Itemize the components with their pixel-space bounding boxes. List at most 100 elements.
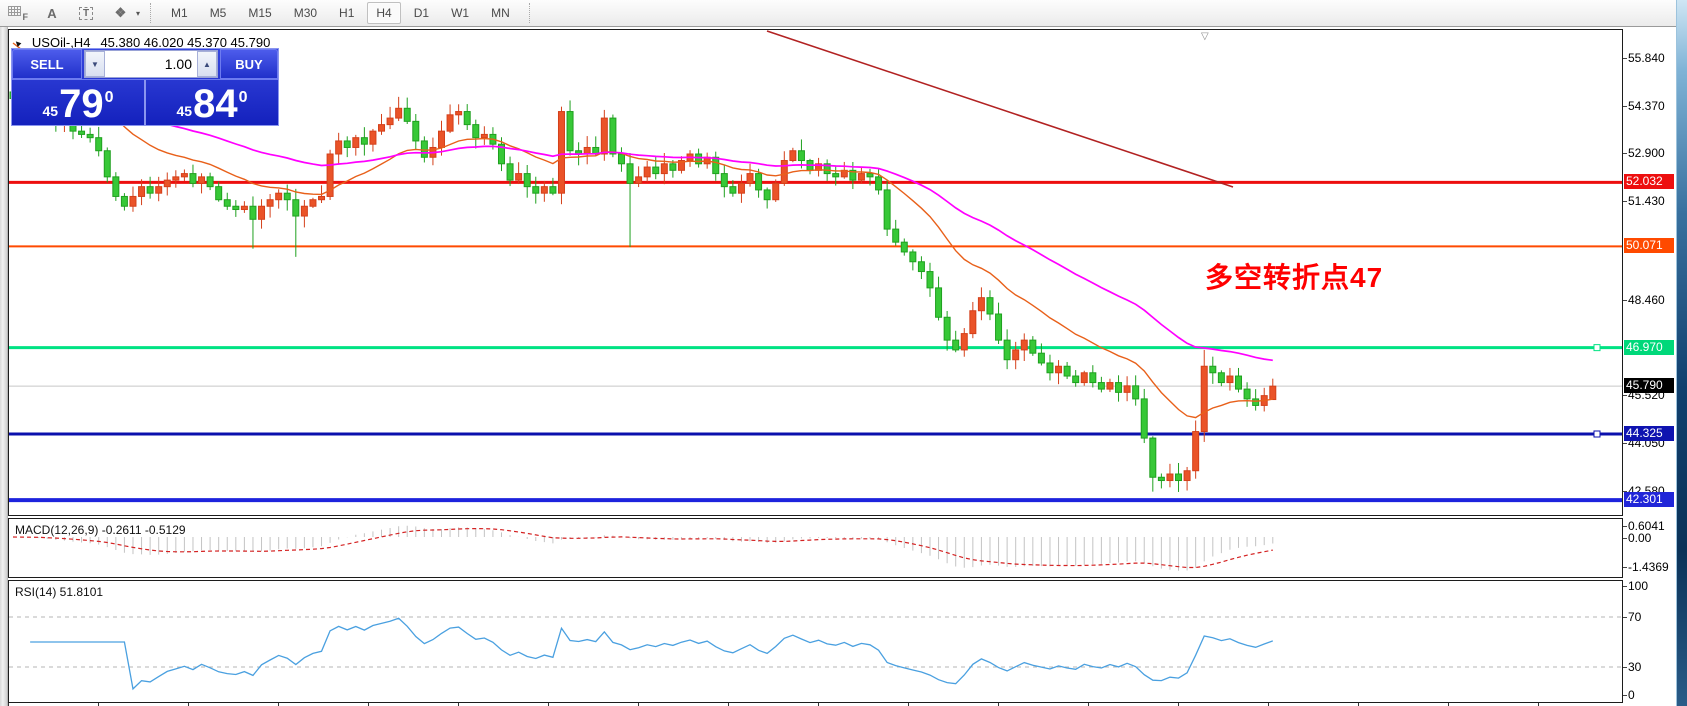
descending-trendline[interactable] — [766, 30, 1234, 188]
candle-body — [609, 117, 617, 155]
macd-plot — [12, 525, 1274, 571]
candle-body — [395, 107, 403, 119]
candle-body — [386, 117, 394, 126]
candle-body — [866, 173, 874, 178]
candle-body — [900, 241, 908, 253]
price-axis[interactable]: 55.840 54.370 52.900 51.430 48.460 45.520 44.0… — [1623, 29, 1676, 704]
candle-body — [103, 150, 111, 178]
candle-body — [557, 111, 565, 194]
price-badge-42.301: 42.301 — [1624, 492, 1674, 508]
tf-button-w1[interactable]: W1 — [442, 2, 478, 24]
toolbar-separator-end — [528, 3, 531, 23]
candle-body — [438, 130, 445, 148]
window-right-edge — [1676, 0, 1687, 706]
window-left-edge — [0, 0, 8, 706]
price-tick-48.460-tick — [1623, 300, 1627, 301]
dropdown-caret-icon[interactable]: ▾ — [136, 8, 141, 18]
price-badge-44.325: 44.325 — [1624, 425, 1674, 441]
candle-body — [892, 228, 900, 243]
draw-objects-icon[interactable]: ❖ — [114, 5, 127, 20]
candle-body — [309, 199, 317, 207]
candle-body — [198, 176, 206, 184]
candle-body — [249, 205, 257, 220]
candle-body — [1175, 473, 1183, 482]
candle-body — [446, 114, 454, 132]
candle-body — [977, 297, 985, 312]
price-tick-45.520-tick — [1623, 395, 1627, 396]
candle-body — [138, 186, 146, 197]
candle-body — [969, 310, 977, 335]
candle-body — [1192, 431, 1200, 472]
price-tick-54.370-tick — [1623, 106, 1627, 107]
candle-body — [635, 176, 643, 184]
sell-price-display[interactable]: 45 79 0 — [12, 80, 144, 126]
candle-body — [1097, 382, 1105, 390]
chinese-annotation-text: 多空转折点47 — [1205, 262, 1384, 293]
candle-body — [857, 173, 865, 181]
candle-body — [1183, 470, 1191, 482]
candle-body — [935, 287, 943, 318]
tf-button-h1[interactable]: H1 — [330, 2, 363, 24]
tf-button-m30[interactable]: M30 — [285, 2, 326, 24]
volume-decrease-button[interactable]: ▼ — [85, 51, 105, 77]
price-tick-55.840-tick — [1623, 58, 1627, 59]
candle-body — [669, 163, 677, 171]
rsi-indicator-panel[interactable]: RSI(14) 51.8101 — [8, 580, 1623, 703]
price-badge-50.071: 50.071 — [1624, 238, 1674, 254]
price-divider — [144, 80, 146, 126]
volume-increase-button[interactable]: ▲ — [197, 51, 217, 77]
candle-body — [746, 173, 754, 184]
text-label-icon[interactable]: T — [76, 4, 96, 22]
candle-body — [352, 137, 360, 148]
tf-button-m1[interactable]: M1 — [162, 2, 197, 24]
candle-body — [729, 186, 737, 194]
candle-body — [283, 192, 291, 201]
candle-body — [952, 339, 960, 351]
tf-button-h4[interactable]: H4 — [367, 2, 401, 24]
chart-shift-marker-icon[interactable]: ▽ — [1201, 31, 1209, 42]
cursor-a-icon[interactable]: A — [47, 5, 57, 21]
tf-button-m5[interactable]: M5 — [201, 2, 236, 24]
rsi-scale-70-tick — [1623, 617, 1627, 618]
buy-price-display[interactable]: 45 84 0 — [146, 80, 278, 126]
candle-body — [412, 120, 420, 142]
candle-body — [360, 137, 368, 145]
candle-body — [875, 176, 883, 191]
candle-body — [189, 173, 197, 184]
candle-body — [232, 205, 240, 211]
chart-grid-icon[interactable]: F — [8, 4, 28, 22]
main-price-chart[interactable]: ▲ USOil-,H4 45.380 46.020 45.370 45.790 … — [8, 29, 1623, 516]
candle-body — [172, 176, 180, 181]
tf-button-d1[interactable]: D1 — [405, 2, 438, 24]
price-tick-52.900: 52.900 — [1628, 146, 1665, 160]
candle-body — [1200, 365, 1208, 433]
rsi-plot — [9, 616, 1622, 691]
sell-button[interactable]: SELL — [12, 49, 82, 79]
tf-button-mn[interactable]: MN — [482, 2, 519, 24]
candle-body — [917, 261, 925, 273]
candle-body — [1003, 339, 1011, 361]
candle-body — [617, 153, 625, 165]
candle-body — [1140, 398, 1148, 439]
ohlc-values: 45.380 46.020 45.370 45.790 — [100, 35, 271, 50]
macd-indicator-panel[interactable]: MACD(12,26,9) -0.2611 -0.5129 — [8, 518, 1623, 578]
candle-body — [292, 199, 300, 217]
candle-body — [1252, 398, 1260, 406]
hline-handle[interactable] — [1593, 430, 1601, 438]
macd-signal-line — [12, 527, 1273, 569]
candle-body — [223, 199, 231, 207]
hline-handle[interactable] — [1593, 344, 1601, 352]
volume-input[interactable]: 1.00 — [105, 51, 197, 77]
tf-button-m15[interactable]: M15 — [239, 2, 280, 24]
macd-scale--1.4369: -1.4369 — [1628, 560, 1669, 574]
rsi-scale-100-tick — [1623, 586, 1627, 587]
candle-body — [549, 186, 557, 194]
candle-body — [215, 186, 223, 201]
candle-body — [163, 179, 171, 188]
buy-button[interactable]: BUY — [220, 49, 278, 79]
macd-scale-0.00-tick — [1623, 538, 1627, 539]
candle-body — [1037, 352, 1045, 364]
candle-body — [823, 163, 831, 175]
candle-body — [789, 150, 797, 162]
